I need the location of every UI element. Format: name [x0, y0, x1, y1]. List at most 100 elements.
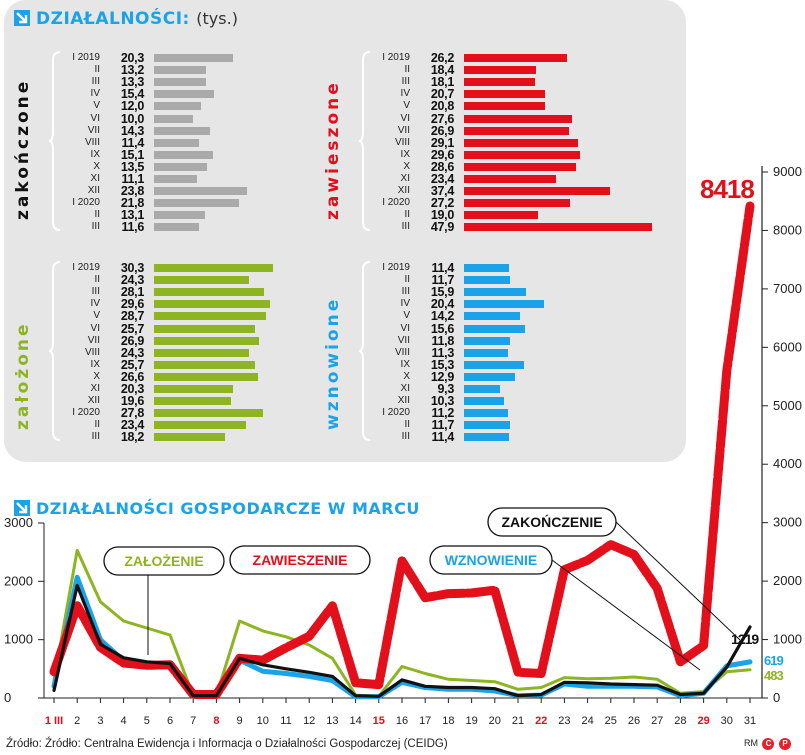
- period-label: XII: [397, 395, 410, 407]
- value-label: 23,8: [120, 184, 144, 199]
- period-label: I 2019: [72, 52, 100, 63]
- bar: [154, 138, 199, 147]
- value-label: 26,9: [430, 123, 454, 138]
- x-tick-label: 2: [74, 715, 80, 727]
- bar-row: IV 15,4: [8, 87, 338, 102]
- value-label: 30,3: [120, 261, 144, 275]
- bar-row: XI 9,3: [318, 383, 648, 395]
- period-label: XI: [400, 173, 410, 184]
- bar: [464, 78, 535, 87]
- value-label: 20,4: [430, 297, 454, 312]
- value-label: 15,4: [120, 87, 144, 102]
- bar: [154, 187, 248, 196]
- value-label: 11,4: [431, 261, 455, 275]
- x-tick-label: 31: [744, 715, 756, 727]
- period-label: II: [404, 419, 410, 431]
- bar-row: II 11,7: [318, 419, 648, 432]
- bar: [154, 300, 270, 309]
- bar-row: I 2020 11,2: [318, 407, 648, 419]
- bar: [464, 348, 509, 357]
- arrow-icon: [14, 500, 30, 516]
- value-label: 15,3: [430, 357, 454, 372]
- bar: [154, 348, 250, 357]
- bar: [154, 433, 226, 442]
- bar: [464, 54, 567, 62]
- period-label: VII: [87, 124, 100, 136]
- bar: [464, 264, 509, 272]
- period-label: V: [403, 310, 410, 322]
- period-label: IV: [400, 88, 410, 100]
- callout-label: ZAKOŃCZENIE: [501, 514, 602, 530]
- bar-row: I 2020 27,8: [8, 407, 338, 419]
- value-label: 10,3: [430, 394, 454, 409]
- value-label: 21,8: [120, 196, 144, 211]
- bar: [464, 312, 520, 321]
- period-label: III: [91, 221, 100, 233]
- bar: [464, 102, 546, 111]
- value-label: 18,1: [430, 75, 454, 90]
- bar: [464, 336, 511, 345]
- bar-row: VI 25,7: [8, 322, 338, 335]
- period-label: II: [404, 64, 410, 76]
- bar: [154, 150, 214, 159]
- bar: [154, 90, 215, 99]
- bar: [464, 138, 578, 147]
- bar-row: V 12,0: [8, 100, 338, 113]
- x-tick-label: 15: [373, 715, 385, 727]
- panel-suspended: zawieszone I 2019 26,2 II 18,4 III 18,1 IV 20,7 V…: [318, 51, 652, 242]
- bar-row: II 11,7: [318, 274, 648, 286]
- y-right-tick-label: 7000: [773, 281, 802, 296]
- x-tick-label: 10: [257, 715, 269, 727]
- bar-row: V 20,8: [318, 99, 648, 114]
- bar-row: X 13,5: [8, 161, 338, 173]
- bar: [154, 114, 194, 123]
- value-label: 13,1: [120, 208, 144, 223]
- bar-row: VI 10,0: [8, 112, 338, 125]
- y-right-tick-label: 1000: [773, 632, 802, 647]
- period-label: I 2020: [382, 197, 410, 209]
- bar-row: X 28,6: [318, 161, 648, 173]
- value-label: 26,9: [120, 333, 144, 348]
- period-label: IV: [400, 298, 410, 310]
- bar: [464, 433, 509, 442]
- value-label: 13,2: [120, 63, 144, 78]
- credit-text: RM: [743, 738, 758, 748]
- period-label: X: [403, 160, 410, 172]
- value-label: 11,2: [431, 406, 455, 421]
- bar-row: III 28,1: [8, 286, 338, 298]
- period-label: IV: [90, 88, 100, 100]
- series-line-zakończenie: [52, 583, 752, 698]
- y-left-tick-label: 3000: [4, 515, 33, 530]
- value-label: 15,1: [120, 147, 144, 162]
- x-tick-label: 16: [396, 715, 408, 727]
- callout-box: [487, 507, 617, 537]
- value-label: 20,8: [430, 99, 454, 114]
- panel-title-text: DZIAŁALNOŚCI:: [36, 9, 190, 29]
- bar-row: XII 19,6: [8, 395, 338, 407]
- value-label: 12,9: [430, 369, 454, 384]
- value-label: 37,4: [430, 184, 454, 199]
- bar-row: VIII 11,3: [318, 346, 648, 359]
- bar: [154, 336, 260, 345]
- bar-row: I 2019 20,3: [8, 52, 338, 64]
- bar: [154, 288, 264, 297]
- panel-unit: (tys.): [196, 9, 238, 28]
- period-label: III: [91, 286, 100, 298]
- y-right-tick-label: 4000: [773, 456, 802, 471]
- value-label: 11,4: [121, 135, 145, 150]
- x-tick-label: 27: [651, 715, 663, 727]
- bar-row: V 28,7: [8, 310, 338, 323]
- series-line-założenie: [52, 548, 752, 698]
- bar-row: I 2020 27,2: [318, 197, 648, 209]
- bar-row: VII 26,9: [8, 333, 338, 348]
- period-label: III: [401, 286, 410, 298]
- x-tick-label: 24: [581, 715, 593, 727]
- x-tick-label: 8: [213, 715, 219, 727]
- x-tick-label: 17: [419, 715, 431, 727]
- y-right-tick-label: 6000: [773, 339, 802, 354]
- bar: [464, 385, 501, 393]
- bar-row: XII 23,8: [8, 185, 338, 197]
- period-label: II: [404, 209, 410, 221]
- arrow-icon: [14, 10, 30, 26]
- period-label: XI: [90, 173, 100, 184]
